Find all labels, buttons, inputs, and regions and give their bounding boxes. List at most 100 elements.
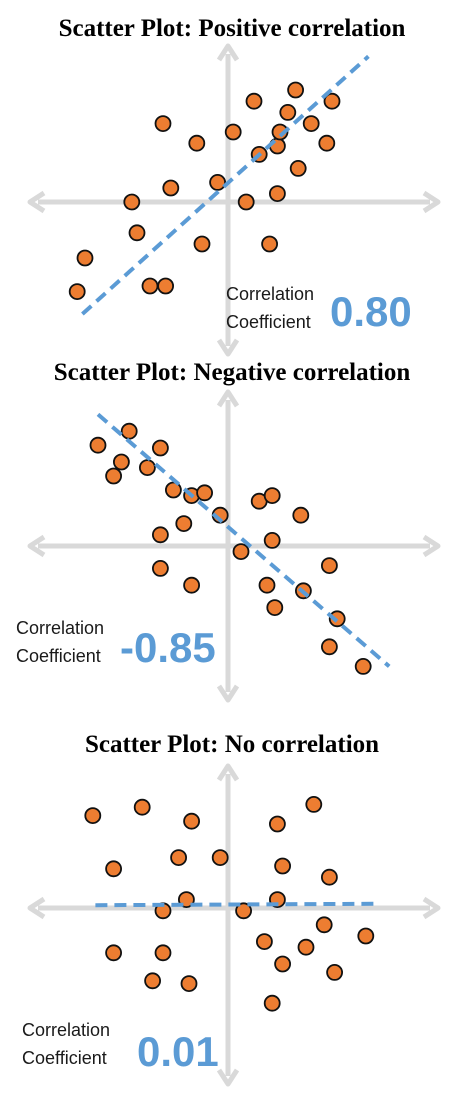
- coefficient-value: 0.80: [330, 288, 412, 335]
- data-point: [141, 277, 159, 295]
- data-point: [105, 467, 122, 485]
- arrow-left-icon: [27, 896, 46, 920]
- data-point: [318, 134, 336, 152]
- data-point: [297, 938, 315, 956]
- coefficient-label: Correlation Coefficient: [16, 614, 104, 670]
- data-point: [235, 902, 253, 920]
- data-point: [151, 526, 169, 544]
- data-point: [151, 559, 169, 577]
- data-point: [120, 422, 138, 440]
- coefficient-label-line2: Coefficient: [226, 312, 311, 332]
- data-point: [287, 81, 305, 99]
- data-point: [323, 92, 341, 110]
- data-point: [258, 576, 276, 594]
- data-point: [123, 193, 141, 211]
- data-point: [144, 972, 162, 990]
- arrow-right-icon: [422, 534, 441, 558]
- data-point: [138, 459, 156, 476]
- data-point: [209, 173, 227, 191]
- data-point: [170, 849, 188, 866]
- data-point: [263, 487, 281, 504]
- data-point: [211, 849, 229, 866]
- data-point: [354, 657, 372, 675]
- coefficient-label-line2: Coefficient: [16, 646, 101, 666]
- chart-title: Scatter Plot: Positive correlation: [58, 15, 406, 42]
- data-point: [196, 484, 214, 502]
- arrow-up-icon: [216, 763, 240, 782]
- data-point: [180, 975, 198, 993]
- data-point: [84, 807, 102, 824]
- scatter-plot: [27, 389, 441, 703]
- data-point: [224, 123, 242, 141]
- coefficient-value: -0.85: [120, 624, 216, 671]
- data-point: [128, 224, 146, 242]
- coefficient-label: Correlation Coefficient: [22, 1016, 110, 1072]
- arrow-right-icon: [422, 190, 441, 214]
- data-point: [274, 857, 292, 875]
- data-point: [302, 115, 320, 132]
- coefficient-label: Correlation Coefficient: [226, 280, 314, 336]
- data-point: [151, 439, 169, 457]
- data-point: [289, 159, 307, 177]
- data-point: [268, 185, 286, 203]
- coefficient-label-line1: Correlation: [16, 618, 105, 638]
- arrow-left-icon: [27, 534, 46, 558]
- data-point: [320, 638, 338, 656]
- arrow-down-icon: [216, 684, 240, 703]
- data-point: [188, 134, 206, 152]
- data-point: [68, 283, 86, 301]
- data-point: [357, 927, 375, 945]
- data-point: [268, 815, 286, 833]
- data-point: [263, 531, 281, 549]
- scatter-plot: [27, 43, 441, 357]
- data-point: [183, 812, 201, 830]
- trend-line: [95, 901, 374, 908]
- data-point: [164, 481, 182, 499]
- arrow-left-icon: [27, 190, 46, 214]
- arrow-down-icon: [216, 1068, 240, 1087]
- arrow-up-icon: [216, 43, 240, 62]
- coefficient-label-line1: Correlation: [226, 284, 315, 304]
- arrow-down-icon: [216, 338, 240, 357]
- coefficient-value: 0.01: [137, 1028, 219, 1075]
- data-point: [105, 860, 122, 878]
- data-point: [320, 868, 338, 886]
- trend-line: [81, 54, 370, 316]
- data-point: [183, 576, 201, 594]
- data-point: [162, 179, 180, 197]
- data-point: [113, 453, 130, 471]
- data-point: [279, 104, 297, 121]
- data-point: [133, 798, 151, 816]
- data-point: [237, 193, 255, 211]
- data-point: [266, 599, 284, 617]
- data-point: [154, 944, 172, 962]
- data-point: [263, 994, 281, 1012]
- data-point: [157, 277, 175, 295]
- data-point: [175, 515, 193, 533]
- arrow-right-icon: [422, 896, 441, 920]
- data-point: [154, 115, 172, 132]
- trend-line: [96, 412, 391, 668]
- data-point: [105, 944, 122, 962]
- data-point: [315, 916, 333, 934]
- chart-title: Scatter Plot: Negative correlation: [53, 359, 411, 386]
- data-point: [274, 955, 292, 973]
- chart-panel-positive: Scatter Plot: Positive correlation Corre…: [0, 0, 464, 360]
- data-point: [326, 963, 344, 981]
- data-point: [255, 933, 273, 951]
- data-point: [271, 123, 289, 141]
- data-point: [89, 436, 107, 454]
- data-point: [245, 92, 263, 110]
- data-point: [193, 235, 211, 253]
- arrow-up-icon: [216, 389, 240, 408]
- data-point: [305, 796, 323, 813]
- data-point: [292, 506, 310, 524]
- chart-title: Scatter Plot: No correlation: [84, 731, 380, 758]
- chart-panel-none: Scatter Plot: No correlation Correlation…: [0, 730, 464, 1109]
- data-point: [232, 543, 250, 561]
- chart-panel-negative: Scatter Plot: Negative correlation Corre…: [0, 356, 464, 710]
- data-point: [261, 235, 279, 253]
- coefficient-label-line1: Correlation: [22, 1020, 111, 1040]
- coefficient-label-line2: Coefficient: [22, 1048, 107, 1068]
- data-point: [320, 557, 338, 575]
